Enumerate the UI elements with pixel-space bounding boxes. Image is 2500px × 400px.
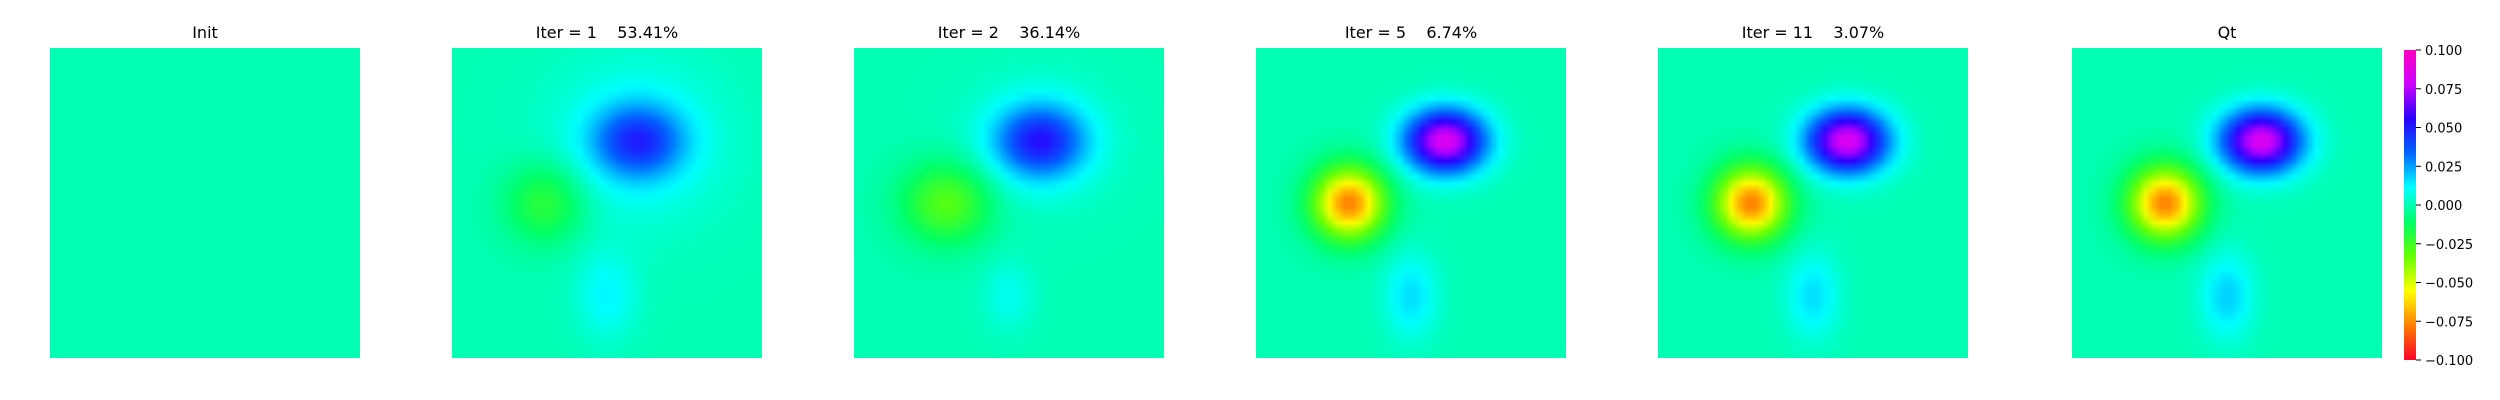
heatmap-image bbox=[854, 48, 1164, 358]
colorbar-tick-label: 0.050 bbox=[2425, 122, 2462, 137]
panel-title: Qt bbox=[2218, 23, 2237, 42]
colorbar-tick-label: 0.100 bbox=[2425, 44, 2462, 59]
colorbar-tick-label: 0.075 bbox=[2425, 83, 2462, 98]
panel-title: Iter = 1 53.41% bbox=[536, 23, 679, 42]
heatmap-image bbox=[2072, 48, 2382, 358]
colorbar-tick-label: −0.100 bbox=[2425, 354, 2473, 369]
colorbar-tick-label: −0.050 bbox=[2425, 277, 2473, 292]
heatmap-panel: Iter = 2 36.14% bbox=[854, 23, 1164, 358]
panel-title: Iter = 2 36.14% bbox=[938, 23, 1081, 42]
heatmap-panel: Qt bbox=[2072, 23, 2382, 358]
colorbar: 0.100 0.075 0.050 0.025 0.000 −0.025 −0.050 −0.… bbox=[2404, 44, 2473, 369]
heatmap-panel: Iter = 11 3.07% bbox=[1658, 23, 1968, 358]
heatmap-panels: Init Iter = 1 53.41% Iter = 2 36.14% Iter =… bbox=[50, 23, 2382, 358]
colorbar-tick-label: 0.025 bbox=[2425, 160, 2462, 175]
colorbar-tick-label: −0.075 bbox=[2425, 315, 2473, 330]
panel-title: Init bbox=[192, 23, 218, 42]
heatmap-image bbox=[452, 48, 762, 358]
heatmap-panel: Iter = 5 6.74% bbox=[1256, 23, 1566, 358]
colorbar-ticks: 0.100 0.075 0.050 0.025 0.000 −0.025 −0.050 −0.… bbox=[2416, 44, 2473, 369]
heatmap-panel: Iter = 1 53.41% bbox=[452, 23, 762, 358]
heatmap-panel: Init bbox=[50, 23, 360, 358]
panel-title: Iter = 11 3.07% bbox=[1742, 23, 1885, 42]
heatmap-image bbox=[1658, 48, 1968, 358]
colorbar-tick-label: −0.025 bbox=[2425, 238, 2473, 253]
heatmap-image bbox=[50, 48, 360, 358]
colorbar-tick-label: 0.000 bbox=[2425, 199, 2462, 214]
colorbar-gradient bbox=[2404, 50, 2416, 360]
heatmap-image bbox=[1256, 48, 1566, 358]
panel-title: Iter = 5 6.74% bbox=[1345, 23, 1477, 42]
